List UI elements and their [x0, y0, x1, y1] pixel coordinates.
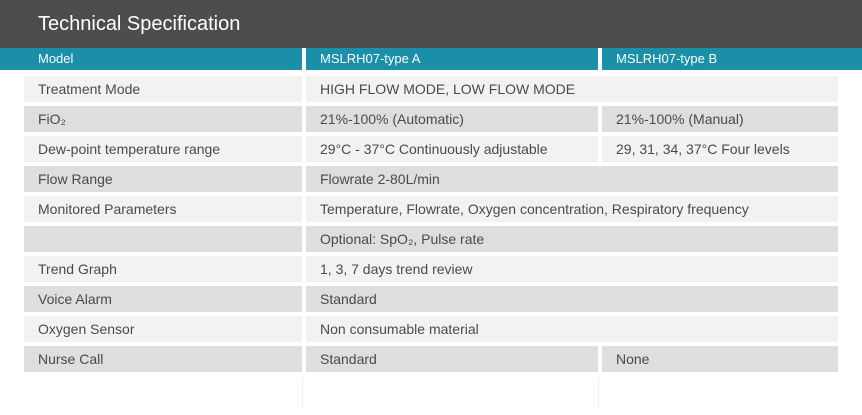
header-type-b: MSLRH07-type B: [602, 48, 862, 70]
table-row: Treatment Mode HIGH FLOW MODE, LOW FLOW M…: [0, 76, 862, 102]
row-label: Nurse Call: [24, 346, 302, 372]
row-value-type-a: Standard: [306, 286, 838, 312]
row-label: [24, 226, 302, 252]
row-value-type-a: HIGH FLOW MODE, LOW FLOW MODE: [306, 76, 838, 102]
header-model: Model: [0, 48, 302, 70]
table-row: Optional: SpO₂, Pulse rate: [0, 226, 862, 252]
row-value-type-b: 21%-100% (Manual): [602, 106, 838, 132]
row-label: Trend Graph: [24, 256, 302, 282]
row-value-type-a: 21%-100% (Automatic): [306, 106, 598, 132]
table-body: Treatment Mode HIGH FLOW MODE, LOW FLOW M…: [0, 76, 862, 372]
row-value-type-b: 29, 31, 34, 37°C Four levels: [602, 136, 838, 162]
table-row: Flow Range Flowrate 2-80L/min: [0, 166, 862, 192]
table-row: Oxygen Sensor Non consumable material: [0, 316, 862, 342]
table-row: Dew-point temperature range 29°C - 37°C C…: [0, 136, 862, 162]
row-value-type-a: Temperature, Flowrate, Oxygen concentrat…: [306, 196, 838, 222]
row-value-type-b: None: [602, 346, 838, 372]
table-row: Nurse Call Standard None: [0, 346, 862, 372]
table-row: Voice Alarm Standard: [0, 286, 862, 312]
row-value-type-a: 29°C - 37°C Continuously adjustable: [306, 136, 598, 162]
row-value-type-a: Flowrate 2-80L/min: [306, 166, 838, 192]
table-row: Trend Graph 1, 3, 7 days trend review: [0, 256, 862, 282]
row-label: Monitored Parameters: [24, 196, 302, 222]
row-label: Flow Range: [24, 166, 302, 192]
row-value-type-a: Standard: [306, 346, 598, 372]
page-title: Technical Specification: [0, 0, 862, 48]
row-label: Oxygen Sensor: [24, 316, 302, 342]
column-divider: [598, 378, 599, 408]
table-row: FiO₂ 21%-100% (Automatic) 21%-100% (Manual…: [0, 106, 862, 132]
row-value-type-a: Non consumable material: [306, 316, 838, 342]
spec-table: Model MSLRH07-type A MSLRH07-type B Trea…: [0, 48, 862, 376]
row-value-type-a: Optional: SpO₂, Pulse rate: [306, 226, 838, 252]
row-value-type-a: 1, 3, 7 days trend review: [306, 256, 838, 282]
table-row: Monitored Parameters Temperature, Flowrat…: [0, 196, 862, 222]
column-divider: [302, 378, 303, 408]
row-label: Treatment Mode: [24, 76, 302, 102]
row-label: Voice Alarm: [24, 286, 302, 312]
header-type-a: MSLRH07-type A: [306, 48, 598, 70]
row-label: Dew-point temperature range: [24, 136, 302, 162]
table-header-row: Model MSLRH07-type A MSLRH07-type B: [0, 48, 862, 70]
row-label: FiO₂: [24, 106, 302, 132]
